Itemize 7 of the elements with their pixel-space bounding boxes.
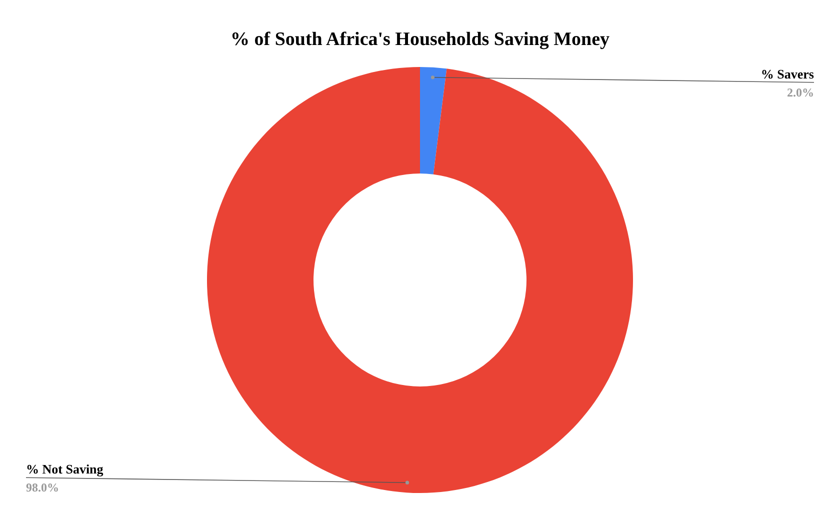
data-label: 98.0% (26, 480, 59, 495)
chart-title: % of South Africa's Households Saving Money (230, 29, 610, 50)
data-label: 2.0% (787, 85, 814, 100)
donut-slice (207, 67, 633, 493)
slice-label: % Not Saving (26, 462, 104, 477)
slice-label: % Savers (760, 66, 814, 82)
donut-slice (420, 67, 447, 174)
